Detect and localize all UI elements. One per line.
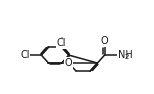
Text: O: O (101, 36, 108, 46)
Text: Cl: Cl (20, 50, 30, 60)
Text: NH: NH (118, 50, 133, 60)
Text: Cl: Cl (57, 38, 66, 48)
Text: O: O (65, 58, 73, 68)
Text: 2: 2 (124, 54, 129, 60)
